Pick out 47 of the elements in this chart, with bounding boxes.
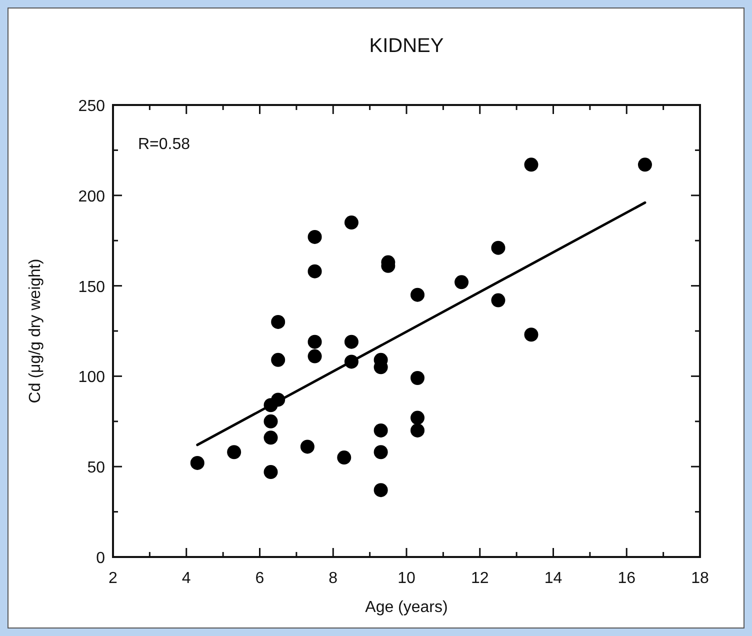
point [271,314,286,329]
point [410,288,425,302]
x-tick-label: 2 [108,570,118,587]
annotation: R=0.58 [138,136,190,153]
y-tick-label: 200 [78,188,106,206]
point [264,465,278,480]
point [374,445,388,460]
point [190,456,204,470]
y-tick-label: 50 [87,460,106,477]
point [308,230,322,244]
x-axis-title: Age (years) [365,599,448,616]
point [227,445,242,460]
x-tick-label: 4 [182,570,191,587]
point [638,158,652,172]
y-tick-label: 0 [96,550,106,567]
point [374,423,388,438]
point [491,240,506,255]
x-tick-label: 6 [255,570,264,587]
x-tick-label: 10 [398,570,416,587]
point [344,216,358,230]
point [264,430,278,445]
point [524,158,538,172]
point [300,440,314,454]
y-tick-label: 150 [78,278,106,296]
point [271,352,286,367]
point [524,328,538,342]
point [410,423,425,438]
point [410,371,425,386]
x-tick-label: 18 [691,570,709,587]
x-tick-label: 16 [618,570,636,587]
x-tick-label: 8 [328,570,338,587]
point [454,275,469,290]
y-tick-label: 250 [78,98,106,115]
point [410,410,425,425]
point [337,450,352,465]
point [491,293,506,308]
point [308,349,322,364]
point [344,334,358,349]
x-tick-label: 14 [544,570,562,587]
point [308,334,322,349]
chart-title: KIDNEY [369,35,444,57]
y-axis-title: Cd (μg/g dry weight) [27,258,44,404]
x-tick-label: 12 [470,570,489,587]
point [308,264,322,278]
y-tick-label: 100 [78,369,106,386]
point [264,414,278,428]
point [374,483,388,498]
